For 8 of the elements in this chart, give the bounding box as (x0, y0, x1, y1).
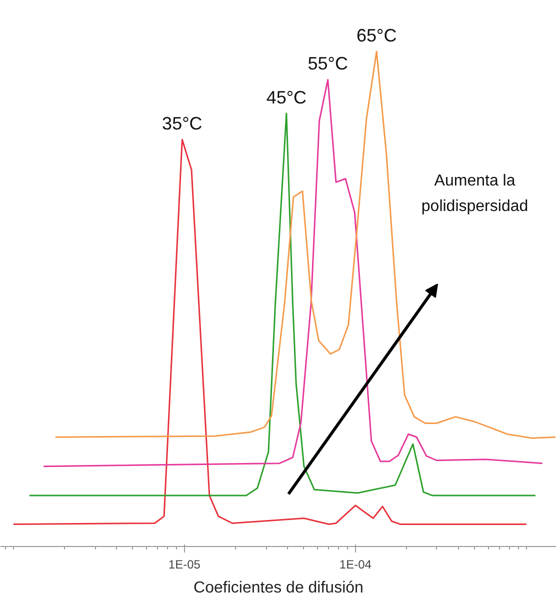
series-label: 45°C (266, 87, 307, 108)
x-tick-label: 1E-04 (339, 558, 372, 572)
annotation: Aumenta la polidispersidad (421, 172, 528, 215)
series-label: 65°C (356, 26, 397, 46)
series-label: 55°C (308, 54, 348, 74)
series-label: 35°C (162, 114, 202, 134)
x-tick-label: 1E-05 (168, 558, 201, 572)
x-axis-title: Coeficientes de difusión (194, 580, 364, 596)
